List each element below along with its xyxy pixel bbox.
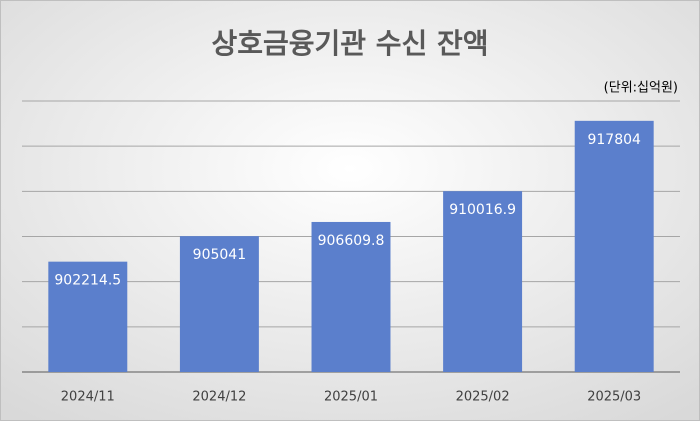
bar: [179, 236, 259, 372]
x-tick-label: 2024/12: [192, 390, 246, 405]
x-tick-label: 2025/03: [587, 390, 641, 405]
value-label: 917804: [587, 132, 641, 148]
bar: [443, 191, 523, 372]
bar: [48, 261, 128, 372]
x-tick-label: 2025/01: [324, 390, 378, 405]
unit-label: (단위:십억원): [604, 81, 678, 96]
x-tick-label: 2025/02: [456, 390, 510, 405]
value-label: 902214.5: [54, 273, 121, 289]
x-tick-label: 2024/11: [61, 390, 115, 405]
value-label: 906609.8: [318, 233, 385, 249]
chart-title: 상호금융기관 수신 잔액: [211, 27, 488, 60]
bar: [311, 221, 391, 372]
value-label: 910016.9: [449, 202, 516, 218]
bar: [574, 120, 654, 373]
value-label: 905041: [193, 247, 246, 263]
